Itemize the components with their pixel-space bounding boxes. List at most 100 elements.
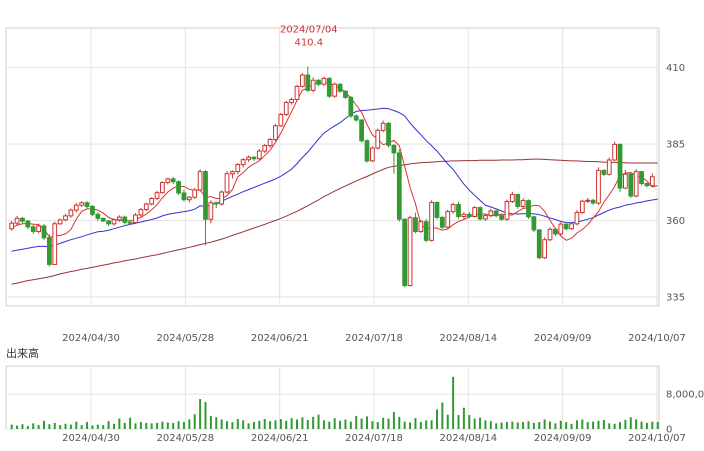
volume-date-tick-label: 2024/09/09 [534, 433, 592, 444]
volume-bar [532, 422, 535, 429]
price-tick-label: 385 [666, 140, 685, 151]
volume-date-tick-label: 2024/07/18 [345, 433, 403, 444]
volume-bar [204, 402, 207, 429]
candle-down [337, 83, 343, 92]
volume-date-tick-label: 2024/05/28 [157, 433, 215, 444]
volume-bar [430, 420, 433, 429]
candle-up [369, 147, 375, 162]
candle-down [499, 215, 504, 220]
candle-up [9, 222, 15, 230]
candle-up [73, 204, 79, 211]
candle-up [542, 239, 548, 259]
volume-bar [575, 420, 578, 429]
volume-bar [64, 423, 67, 429]
volume-bar [392, 412, 395, 429]
candle-up [111, 219, 117, 225]
volume-bar [505, 422, 508, 429]
volume-title: 出来高 [6, 347, 39, 360]
volume-bar [629, 417, 632, 429]
volume-bar [452, 376, 455, 429]
volume-bar [602, 419, 605, 429]
volume-bar [511, 421, 514, 429]
volume-bar [500, 422, 503, 429]
volume-bar [543, 419, 546, 429]
volume-bar [134, 423, 137, 429]
peak-date-annotation: 2024/07/04 [280, 24, 338, 35]
volume-bar [527, 421, 530, 429]
volume-bar [161, 421, 164, 429]
volume-bar [86, 422, 89, 429]
candle-up [230, 171, 235, 175]
candle-down [386, 122, 391, 146]
date-tick-label: 2024/09/09 [534, 333, 592, 344]
volume-bar [554, 423, 557, 429]
volume-bar [112, 423, 115, 429]
candle-up [450, 204, 456, 213]
volume-bar [592, 421, 595, 429]
candle-up [192, 189, 198, 198]
volume-bar [317, 414, 320, 429]
volume-bar [306, 419, 309, 429]
candle-down [84, 202, 90, 207]
candle-down [434, 201, 440, 218]
volume-bar [53, 422, 56, 429]
volume-bar [608, 423, 611, 429]
candle-down [46, 237, 52, 265]
date-tick-label: 2024/07/18 [345, 333, 403, 344]
candle-down [122, 216, 128, 223]
volume-date-tick-label: 2024/04/30 [62, 433, 120, 444]
volume-bar [156, 422, 159, 429]
volume-bar [371, 421, 374, 429]
candle-down [100, 217, 106, 222]
volume-bar [446, 414, 449, 429]
candle-up [310, 79, 316, 91]
volume-bar [252, 422, 255, 429]
volume-bar [559, 420, 562, 429]
volume-bar [279, 419, 282, 429]
candle-up [649, 176, 655, 187]
volume-bar [123, 422, 126, 429]
date-tick-label: 2024/06/21 [251, 333, 309, 344]
candle-down [590, 199, 596, 204]
candle-up [36, 225, 41, 232]
volume-bar [360, 418, 363, 429]
candle-down [563, 223, 569, 230]
candle-down [364, 140, 370, 162]
volume-bar [597, 420, 600, 429]
peak-value-annotation: 410.4 [294, 37, 323, 48]
candle-down [203, 171, 208, 220]
candle-up [429, 201, 434, 241]
candle-up [418, 221, 424, 232]
candle-down [25, 220, 31, 228]
volume-bar [355, 415, 358, 429]
volume-bar [91, 425, 94, 429]
candle-up [579, 200, 585, 214]
volume-panel-frame [5, 365, 660, 430]
volume-bar [231, 422, 234, 429]
volume-bar [301, 417, 304, 429]
volume-bar [129, 417, 132, 429]
candle-down [617, 143, 623, 189]
ma-mid-line [11, 107, 658, 252]
candle-up [547, 228, 553, 241]
candle-up [240, 159, 246, 166]
volume-bar [349, 421, 352, 429]
candle-down [553, 228, 558, 235]
candle-up [235, 164, 241, 173]
volume-bar [209, 415, 212, 429]
candle-up [520, 200, 526, 207]
volume-bar [479, 417, 482, 429]
volume-bar [522, 422, 525, 429]
candlesticks [9, 66, 655, 288]
candle-up [633, 171, 639, 197]
volume-bars [10, 376, 659, 429]
price-panel: 410 385 360 335 2024/04/30 2024/05/28 2024/06… [5, 24, 686, 344]
volume-date-tick-label: 2024/10/07 [628, 433, 686, 444]
volume-bar [624, 419, 627, 429]
candle-down [181, 192, 187, 201]
candle-up [154, 192, 160, 199]
volume-date-tick-label: 2024/08/14 [440, 433, 498, 444]
candle-up [483, 215, 488, 220]
date-tick-label: 2024/05/28 [157, 333, 215, 344]
